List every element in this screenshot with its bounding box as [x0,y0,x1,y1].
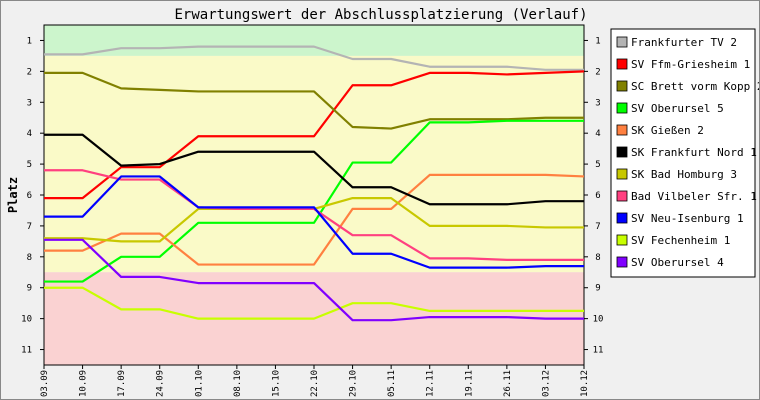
y-tick-label-right: 3 [595,98,600,108]
y-tick-label-right: 8 [595,253,600,263]
x-tick-label: 29.10 [349,370,359,397]
chart-title: Erwartungswert der Abschlussplatzierung … [174,7,587,23]
x-tick-label: 05.11 [387,370,397,397]
legend-swatch [616,102,628,114]
series-line-2 [44,70,585,200]
series-line-11 [44,238,584,322]
x-tick-label: 01.10 [194,370,204,397]
x-tick-label: 03.12 [541,370,551,397]
x-tick-label: 24.09 [156,370,166,397]
legend-box [610,28,756,278]
legend-label: SV Ffm-Griesheim 1 [631,58,750,71]
y-tick-label-right: 7 [595,222,600,232]
x-tick-label: 10.12 [580,370,590,397]
legend-swatch [616,234,628,246]
zone-band-1 [44,25,584,56]
legend-label: SV Oberursel 5 [631,102,724,115]
y-tick-label-right: 11 [593,346,604,356]
legend-swatch [616,124,628,136]
legend-swatch [616,36,628,48]
series-line-6 [44,133,584,206]
y-tick-label-left: 5 [27,160,32,170]
legend-label: SC Brett vorm Kopp 2 [631,80,759,93]
y-tick-label-right: 1 [595,36,600,46]
y-tick-label-left: 1 [27,36,32,46]
y-tick-label-left: 6 [27,191,32,201]
legend-label: Frankfurter TV 2 [631,36,737,49]
legend-swatch [616,146,628,158]
series-line-5 [44,173,585,266]
legend-label: SK Frankfurt Nord 1 [631,146,757,159]
legend-label: SV Oberursel 4 [631,256,724,269]
legend-swatch [616,190,628,202]
x-tick-label: 08.10 [233,370,243,397]
legend-swatch [616,80,628,92]
legend-swatch [616,168,628,180]
y-axis-label: Platz [6,177,20,213]
legend-label: SV Fechenheim 1 [631,234,730,247]
series-line-1 [44,45,584,71]
y-tick-label-right: 10 [593,315,604,325]
x-tick-label: 10.09 [79,370,89,397]
legend-swatch [616,212,628,224]
y-tick-label-left: 9 [27,284,32,294]
y-tick-label-right: 9 [595,284,600,294]
y-tick-label-right: 6 [595,191,600,201]
y-tick-label-right: 4 [595,129,600,139]
x-tick-label: 19.11 [464,370,474,397]
legend-swatch [616,58,628,70]
y-tick-label-left: 7 [27,222,32,232]
legend-label: Bad Vilbeler Sfr. 1 [631,190,757,203]
x-tick-label: 17.09 [117,370,127,397]
x-tick-label: 03.09 [40,370,50,397]
series-line-10 [44,286,584,320]
y-tick-label-left: 3 [27,98,32,108]
x-tick-label: 15.10 [271,370,281,397]
y-tick-label-left: 10 [21,315,32,325]
legend-label: SK Bad Homburg 3 [631,168,737,181]
y-tick-label-left: 11 [21,346,32,356]
y-tick-label-right: 2 [595,67,600,77]
y-tick-label-left: 2 [27,67,32,77]
x-tick-label: 26.11 [503,370,513,397]
series-line-9 [44,175,584,269]
y-tick-label-left: 8 [27,253,32,263]
legend-label: SK Gießen 2 [631,124,704,137]
x-tick-label: 22.10 [310,370,320,397]
legend-label: SV Neu-Isenburg 1 [631,212,744,225]
y-tick-label-right: 5 [595,160,600,170]
series-line-4 [44,119,584,283]
series-line-3 [44,71,584,130]
x-tick-label: 12.11 [426,370,436,397]
y-tick-label-left: 4 [27,129,32,139]
legend-swatch [616,256,628,268]
